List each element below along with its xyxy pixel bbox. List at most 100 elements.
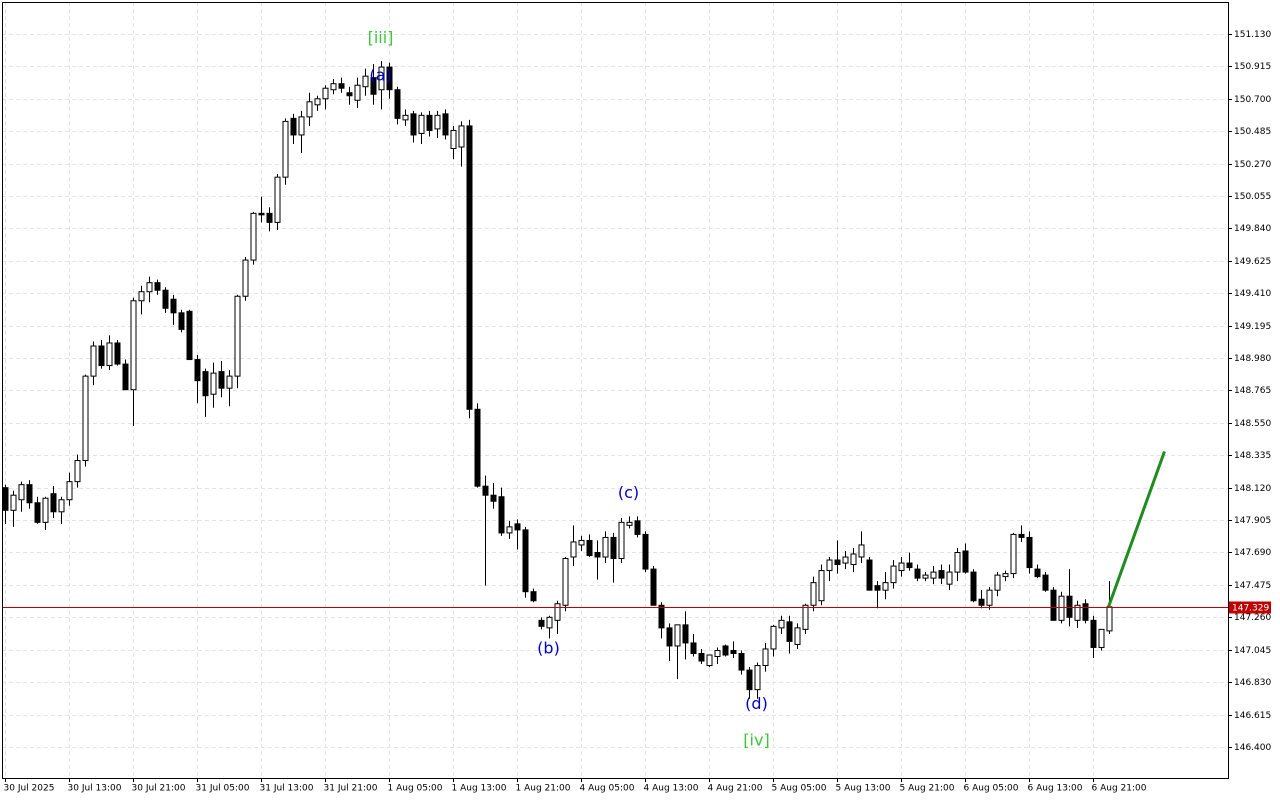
forecast-line: [1107, 450, 1166, 608]
candle-body: [58, 499, 65, 513]
candle-body: [418, 114, 425, 134]
candle-body: [626, 521, 633, 526]
y-tick-label: 149.840: [1234, 224, 1271, 234]
candle-body: [210, 372, 217, 395]
wave-label: (c): [618, 483, 639, 502]
candle-body: [258, 212, 265, 216]
candle-body: [866, 559, 873, 591]
candle-body: [138, 291, 145, 302]
candle-body: [906, 562, 913, 569]
candle-body: [1002, 573, 1009, 578]
candle-body: [602, 536, 609, 558]
candle-body: [738, 652, 745, 671]
candle-body: [818, 570, 825, 602]
x-tick-label: 4 Aug 13:00: [644, 784, 699, 794]
candle-body: [362, 75, 369, 88]
candle-body: [578, 539, 585, 546]
candle-body: [938, 570, 945, 579]
candle-body: [842, 556, 849, 564]
candle-body: [706, 654, 713, 667]
candle-body: [482, 485, 489, 496]
y-tick-label: 150.270: [1234, 160, 1271, 170]
candle-body: [338, 83, 345, 89]
candle-body: [1042, 574, 1049, 591]
candle-body: [26, 484, 33, 504]
candle-body: [986, 589, 993, 606]
candle-body: [762, 648, 769, 667]
candle-body: [794, 627, 801, 645]
candle-body: [306, 101, 313, 118]
candle-body: [1058, 595, 1065, 621]
candle-body: [186, 310, 193, 361]
candle-body: [226, 375, 233, 389]
candle-body: [826, 559, 833, 572]
candle-body: [370, 77, 377, 95]
y-tick-label: 150.485: [1234, 127, 1271, 137]
candle-body: [242, 259, 249, 297]
candle-body: [1082, 603, 1089, 621]
candle-body: [1026, 536, 1033, 569]
candle-body: [834, 559, 841, 566]
candle-body: [154, 282, 161, 291]
x-tick-label: 6 Aug 05:00: [964, 784, 1019, 794]
candle-body: [802, 604, 809, 630]
candle-body: [554, 603, 561, 621]
candle-body: [458, 125, 465, 148]
y-tick-label: 148.120: [1234, 484, 1271, 494]
candle-body: [954, 551, 961, 573]
candle-body: [386, 66, 393, 91]
y-tick-label: 148.335: [1234, 451, 1271, 461]
candle-body: [642, 533, 649, 570]
candle-body: [410, 113, 417, 136]
candle-body: [634, 520, 641, 535]
y-tick-label: 150.700: [1234, 95, 1271, 105]
candle-body: [130, 300, 137, 391]
candle-body: [618, 521, 625, 560]
candle-body: [18, 484, 25, 501]
candle-body: [498, 496, 505, 534]
candle-body: [690, 642, 697, 654]
candle-body: [466, 125, 473, 410]
candle-body: [674, 624, 681, 647]
candle-body: [90, 345, 97, 377]
candle-body: [314, 98, 321, 106]
candle-body: [194, 359, 201, 382]
candle-body: [490, 494, 497, 502]
y-tick-label: 147.045: [1234, 646, 1271, 656]
candle-body: [978, 598, 985, 606]
wave-label: [iii]: [368, 28, 394, 47]
x-tick-label: 6 Aug 21:00: [1092, 784, 1147, 794]
candle-body: [506, 526, 513, 534]
candle-body: [1010, 533, 1017, 575]
x-tick-label: 31 Jul 13:00: [260, 784, 314, 794]
candle-body: [890, 565, 897, 584]
wave-label: [iv]: [743, 730, 769, 749]
y-tick-label: 148.765: [1234, 386, 1271, 396]
candle-body: [538, 619, 545, 627]
x-tick-label: 1 Aug 13:00: [452, 784, 507, 794]
y-tick-label: 146.400: [1234, 743, 1271, 753]
last-price-box: [1229, 601, 1271, 614]
candle-body: [970, 571, 977, 602]
x-tick-label: 30 Jul 21:00: [132, 784, 186, 794]
x-tick-label: 31 Jul 05:00: [196, 784, 250, 794]
candle-body: [930, 571, 937, 579]
last-price-label: 147.329: [1232, 604, 1269, 614]
candle-body: [266, 212, 273, 223]
candle-body: [810, 582, 817, 606]
candle-body: [1018, 533, 1025, 538]
candle-body: [530, 591, 537, 602]
y-tick-label: 146.615: [1234, 711, 1271, 721]
candle-body: [394, 89, 401, 119]
candle-body: [434, 114, 441, 130]
x-tick-label: 5 Aug 05:00: [772, 784, 827, 794]
candle-body: [1106, 606, 1113, 632]
candle-body: [426, 114, 433, 131]
candle-body: [282, 120, 289, 178]
candle-body: [570, 541, 577, 558]
y-tick-label: 148.550: [1234, 419, 1271, 429]
candle-body: [98, 345, 105, 367]
candle-body: [786, 621, 793, 642]
candle-body: [74, 460, 81, 483]
